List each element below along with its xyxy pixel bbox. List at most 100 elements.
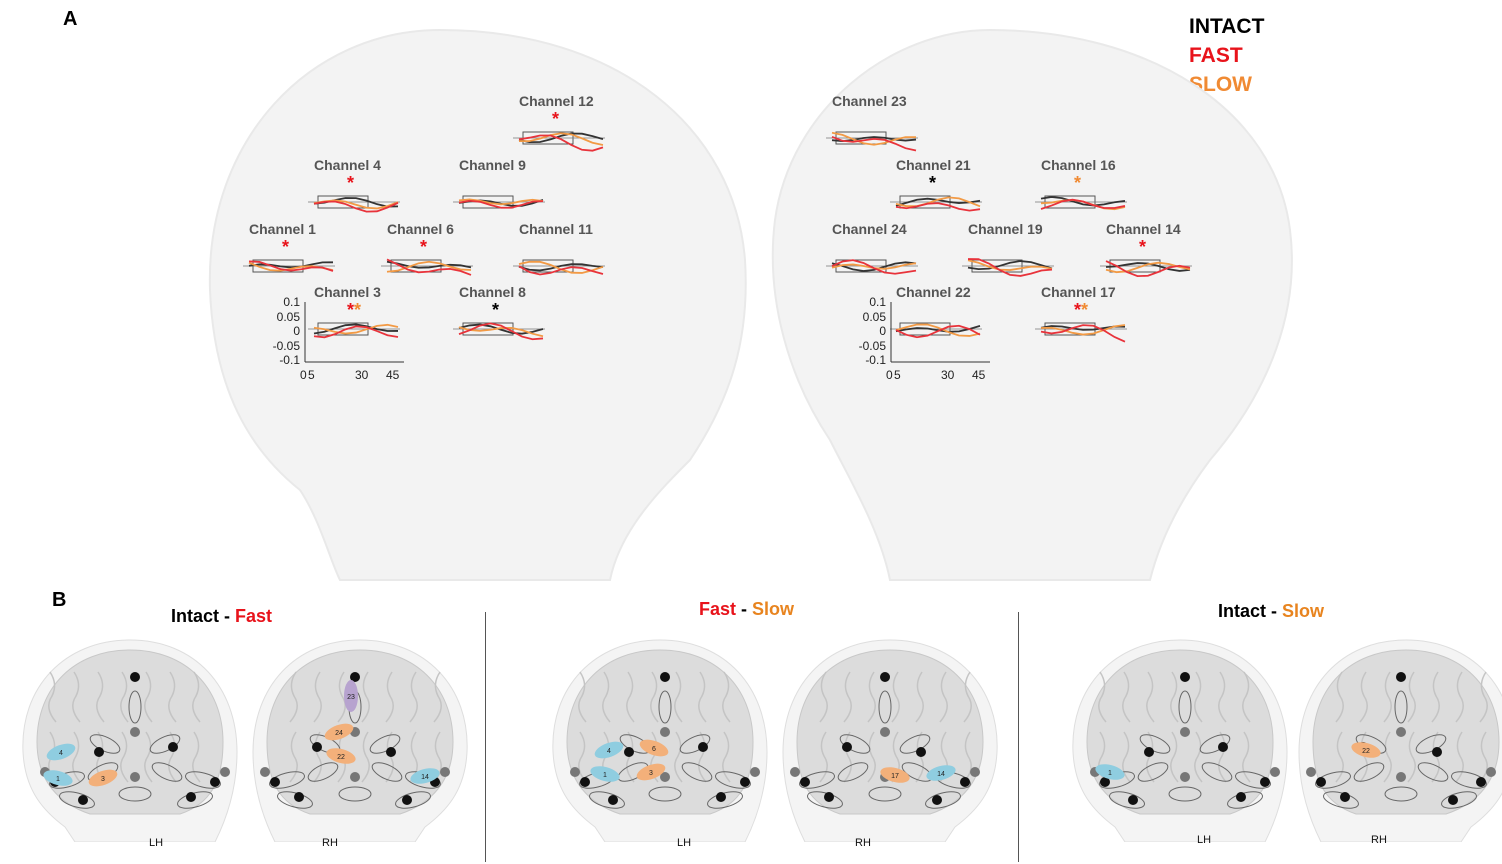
series-line-slow — [1040, 324, 1126, 336]
channel-number: 23 — [347, 694, 355, 701]
optode-source — [1100, 777, 1110, 787]
gyrus-line — [1170, 731, 1179, 783]
gyrus-line — [1335, 731, 1344, 783]
gyrus-line — [289, 671, 298, 723]
series-line-slow — [458, 198, 544, 206]
significant-channel — [636, 763, 666, 781]
channel-title: Channel 23 — [832, 93, 907, 109]
series-line-fast — [458, 322, 544, 341]
panel-label-a: A — [63, 8, 78, 30]
channel-title: Channel 24 — [832, 221, 907, 237]
significance-star: * — [1074, 300, 1082, 320]
significant-channel — [639, 739, 669, 757]
channel-number: 14 — [937, 771, 945, 778]
optode-detector — [1396, 772, 1406, 782]
significance-stars: * — [492, 301, 499, 321]
channel-title: Channel 11 — [519, 221, 593, 237]
optode-source — [624, 747, 634, 757]
channel-plots: Channel 12 * Channel 4 * Channel 9 Channel 1 *… — [243, 93, 1192, 343]
comparison-a: Fast — [699, 599, 737, 619]
divider-1 — [485, 612, 486, 862]
channel-outline — [679, 734, 711, 754]
optode-source — [1180, 672, 1190, 682]
channel-mini-plot — [1035, 322, 1127, 343]
gyrus-line — [144, 731, 153, 783]
optode-source — [608, 795, 618, 805]
series-line-fast — [895, 202, 981, 212]
channel-title: Channel 16 — [1041, 157, 1116, 173]
significant-channel — [326, 748, 356, 764]
significance-stars: * — [420, 238, 427, 258]
gyrus-line — [361, 671, 370, 723]
gyrus-line — [72, 671, 81, 723]
optode-source — [1236, 792, 1246, 802]
optode-source — [824, 792, 834, 802]
channel-number: 22 — [337, 754, 345, 761]
x-tick-label: 0 — [886, 368, 893, 382]
gyrus-line — [1242, 671, 1251, 723]
gyrus-line — [1455, 731, 1464, 783]
channel-outline — [681, 762, 713, 782]
x-tick-label: 5 — [308, 368, 315, 382]
series-line-slow — [831, 131, 917, 146]
gyrus-line — [120, 671, 129, 723]
optode-detector — [1180, 772, 1190, 782]
gyrus-line — [1098, 671, 1107, 723]
significance-stars: * — [929, 174, 936, 194]
y-tick-label: 0 — [293, 324, 300, 338]
series-line-fast — [1040, 324, 1126, 343]
comparison-b: Slow — [1282, 601, 1325, 621]
channel-mini-plot — [308, 195, 400, 213]
channel-number: 6 — [652, 746, 656, 753]
channel-mini-plot — [308, 322, 400, 339]
optode-detector — [260, 767, 270, 777]
channel-mini-plot — [243, 259, 335, 273]
y-tick-label: -0.1 — [279, 353, 300, 367]
hemi-rh-3: RH — [1371, 834, 1387, 846]
channel-number: 4 — [59, 750, 63, 757]
y-tick-label: 0 — [879, 324, 886, 338]
optode-detector — [970, 767, 980, 777]
series-line-fast — [518, 134, 604, 152]
series-line-intact — [386, 260, 472, 269]
significant-channel — [926, 765, 956, 781]
optode-source — [932, 795, 942, 805]
y-tick-label: -0.1 — [865, 353, 886, 367]
head-silhouettes — [208, 28, 1293, 581]
gyrus-line — [1383, 731, 1392, 783]
channel-outline — [59, 791, 95, 809]
gyrus-line — [313, 731, 322, 783]
gyrus-line — [819, 671, 828, 723]
channel-outline — [395, 791, 431, 809]
y-tick-label: 0.05 — [276, 309, 300, 324]
channel-number: 17 — [891, 773, 899, 780]
channel-title: Channel 14 — [1106, 221, 1181, 237]
channel-outline — [925, 791, 961, 809]
series-line-slow — [386, 260, 472, 273]
optode-source — [1396, 672, 1406, 682]
gyrus-line — [192, 731, 201, 783]
channel-number: 24 — [335, 730, 343, 737]
gyrus-line — [192, 671, 201, 723]
significance-star: * — [552, 109, 560, 129]
significant-channel — [410, 768, 440, 784]
significant-channel — [324, 723, 354, 741]
comparison-sep: - — [736, 599, 753, 619]
y-tick-label: 0.1 — [283, 295, 300, 309]
channel-outline — [371, 762, 403, 782]
gyrus-line — [722, 671, 731, 723]
series-line-fast — [386, 258, 472, 276]
optode-detector — [880, 727, 890, 737]
channel-outline — [1353, 762, 1385, 782]
significance-star: * — [1139, 237, 1147, 257]
gyrus-line — [867, 731, 876, 783]
hemi-lh-2: LH — [677, 837, 692, 849]
brain-head-map: 1 — [1072, 639, 1288, 842]
significance-stars: * — [1139, 238, 1146, 258]
optode-detector — [1270, 767, 1280, 777]
x-tick-label: 5 — [894, 368, 901, 382]
optode-detector — [570, 767, 580, 777]
channel-outline — [1199, 734, 1231, 754]
gyrus-line — [674, 671, 683, 723]
gyrus-line — [915, 671, 924, 723]
